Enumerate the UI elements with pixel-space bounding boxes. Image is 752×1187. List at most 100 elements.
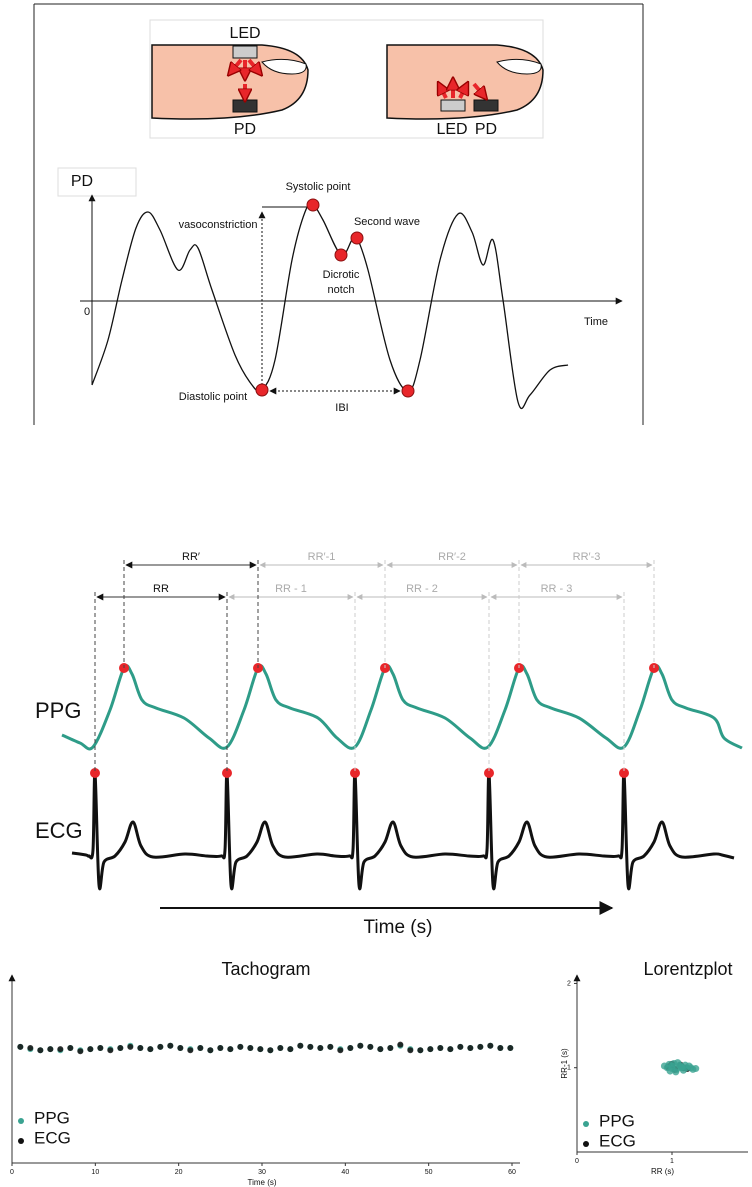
annotation: Dicrotic <box>323 269 360 281</box>
point <box>678 1064 685 1071</box>
point <box>137 1045 143 1051</box>
x-axis-label: RR (s) <box>651 1167 674 1176</box>
point <box>397 1042 403 1048</box>
point <box>297 1043 303 1049</box>
point <box>267 1047 273 1053</box>
point <box>427 1046 433 1052</box>
legend-marker <box>583 1141 589 1147</box>
point <box>157 1044 163 1050</box>
annotation: Diastolic point <box>179 391 247 403</box>
x-tick-label: 40 <box>341 1169 349 1176</box>
point <box>27 1045 33 1051</box>
point <box>117 1045 123 1051</box>
ppg-waveform: PD 0 Time Systolic point vasoconstrictio… <box>58 168 622 414</box>
point <box>147 1046 153 1052</box>
point <box>87 1046 93 1052</box>
legend-label: PPG <box>599 1111 635 1130</box>
led-label: LED <box>229 25 260 42</box>
point <box>97 1045 103 1051</box>
annotation: Second wave <box>354 216 420 228</box>
annotation: IBI <box>335 402 348 414</box>
y-tick-label: 2 <box>567 980 571 987</box>
interval-label: RR <box>153 583 169 595</box>
point <box>287 1046 293 1052</box>
point <box>467 1045 473 1051</box>
interval-label: RR′-2 <box>438 551 466 563</box>
point <box>666 1061 673 1068</box>
point <box>507 1045 513 1051</box>
point <box>57 1046 63 1052</box>
annotation: notch <box>328 284 355 296</box>
legend-label: ECG <box>599 1131 636 1150</box>
point <box>447 1046 453 1052</box>
x-axis-label: Time (s) <box>247 1178 276 1187</box>
point <box>17 1044 23 1050</box>
point <box>457 1044 463 1050</box>
x-axis-label: Time <box>584 316 608 328</box>
x-tick-label: 1 <box>670 1158 674 1165</box>
pd-label: PD <box>234 121 256 138</box>
legend-label: PPG <box>34 1108 70 1127</box>
point <box>347 1045 353 1051</box>
point <box>417 1047 423 1053</box>
y-axis-label: RR-1 (s) <box>560 1048 569 1079</box>
point <box>377 1046 383 1052</box>
point <box>692 1065 699 1072</box>
point <box>217 1045 223 1051</box>
point <box>47 1046 53 1052</box>
legend-marker <box>583 1121 589 1127</box>
point <box>237 1044 243 1050</box>
point <box>127 1044 133 1050</box>
point <box>257 1046 263 1052</box>
y-axis-label: PD <box>71 173 93 190</box>
interval-label: RR′-1 <box>308 551 336 563</box>
x-tick-label: 10 <box>91 1169 99 1176</box>
point <box>387 1045 393 1051</box>
interval-label: RR′-3 <box>573 551 601 563</box>
point <box>477 1044 483 1050</box>
legend-marker <box>18 1138 24 1144</box>
finger-reflection: LED PD <box>387 45 543 138</box>
top-frame <box>34 4 643 425</box>
point <box>187 1047 193 1053</box>
x-tick-label: 0 <box>575 1158 579 1165</box>
origin-label: 0 <box>84 306 90 318</box>
x-tick-label: 60 <box>508 1169 516 1176</box>
point <box>307 1044 313 1050</box>
point <box>497 1045 503 1051</box>
legend-marker <box>18 1118 24 1124</box>
point <box>407 1047 413 1053</box>
point <box>67 1045 73 1051</box>
point <box>247 1045 253 1051</box>
x-tick-label: 50 <box>425 1169 433 1176</box>
annotation: vasoconstriction <box>179 219 258 231</box>
time-label: Time (s) <box>364 917 433 938</box>
point <box>367 1044 373 1050</box>
finger-transmission: LED PD <box>152 25 308 138</box>
point <box>487 1043 493 1049</box>
point <box>277 1045 283 1051</box>
point <box>227 1046 233 1052</box>
interval-label: RR - 2 <box>406 583 438 595</box>
point <box>107 1047 113 1053</box>
x-tick-label: 0 <box>10 1169 14 1176</box>
point <box>77 1048 83 1054</box>
interval-label: RR - 1 <box>275 583 307 595</box>
x-tick-label: 30 <box>258 1169 266 1176</box>
figure: LED PD LED PD PD 0 Time Systolic point v… <box>0 0 752 1187</box>
led-label: LED <box>436 121 467 138</box>
ecg-label: ECG <box>35 818 83 843</box>
x-tick-label: 20 <box>175 1169 183 1176</box>
point <box>37 1047 43 1053</box>
annotation: Systolic point <box>286 181 351 193</box>
interval-label: RR′ <box>182 551 200 563</box>
point <box>317 1045 323 1051</box>
chart-title: Lorentzplot <box>643 959 732 979</box>
point <box>357 1043 363 1049</box>
point <box>672 1068 679 1075</box>
point <box>437 1045 443 1051</box>
point <box>337 1047 343 1053</box>
point <box>327 1044 333 1050</box>
